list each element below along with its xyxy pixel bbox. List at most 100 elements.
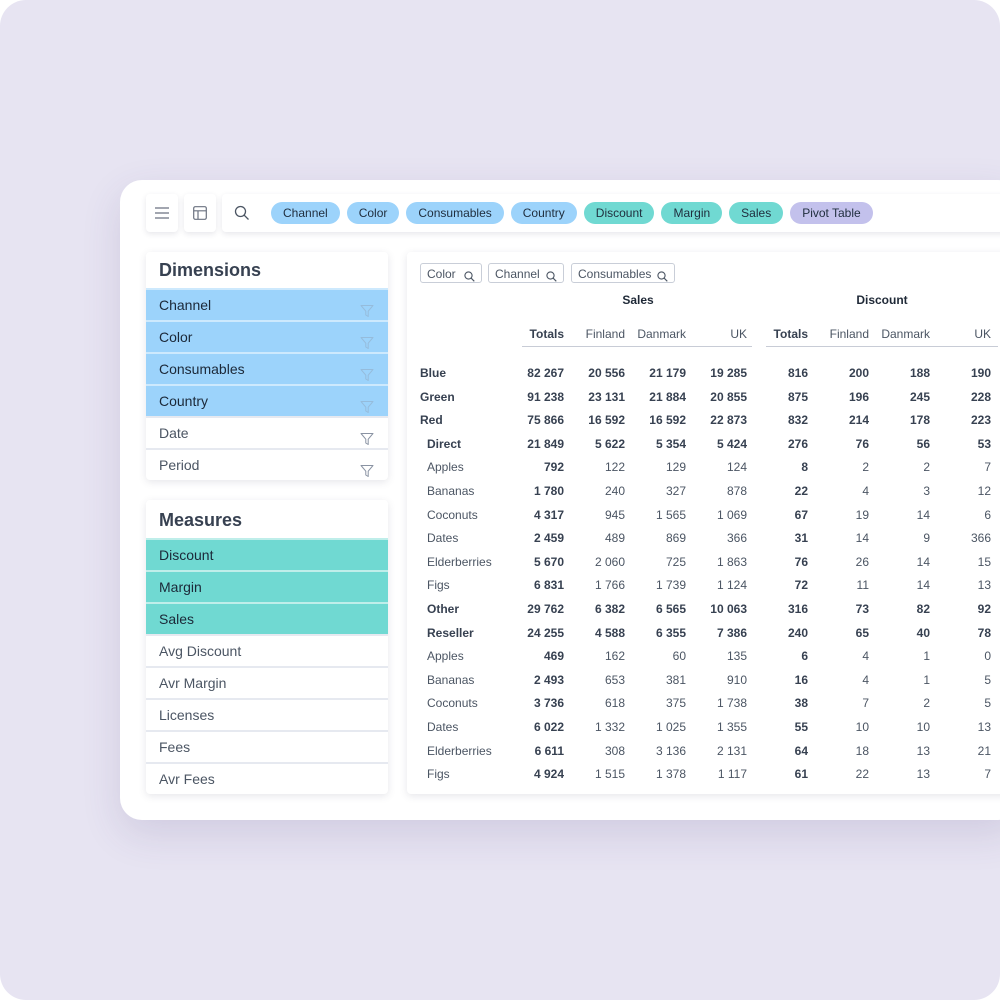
column-header-finland[interactable]: Finland xyxy=(585,327,625,341)
dimension-item-country[interactable]: Country xyxy=(146,384,388,416)
search-icon[interactable] xyxy=(464,268,475,288)
measure-item-sales[interactable]: Sales xyxy=(146,602,388,634)
measure-item-avr-margin[interactable]: Avr Margin xyxy=(146,666,388,698)
column-group-discount: Discount xyxy=(856,293,908,307)
row-field-consumables[interactable]: Consumables xyxy=(571,263,675,283)
row-header-direct[interactable]: Direct xyxy=(427,437,462,451)
search-icon[interactable] xyxy=(234,205,250,221)
measure-item-label: Discount xyxy=(159,547,214,563)
row-header-other[interactable]: Other xyxy=(427,602,460,616)
table-cell: 4 xyxy=(862,649,869,663)
search-icon[interactable] xyxy=(546,268,557,288)
dimension-item-channel[interactable]: Channel xyxy=(146,288,388,320)
dimension-item-period[interactable]: Period xyxy=(146,448,388,480)
table-cell: 816 xyxy=(787,366,808,380)
row-header-dates[interactable]: Dates xyxy=(427,531,459,545)
row-header-apples[interactable]: Apples xyxy=(427,460,464,474)
table-cell: 76 xyxy=(855,437,869,451)
table-cell: 2 459 xyxy=(533,531,564,545)
selected-fields-chips: Channel Color Consumables Country Discount Ma… xyxy=(271,202,873,224)
table-cell: 14 xyxy=(855,531,869,545)
table-cell: 135 xyxy=(726,649,747,663)
dimension-item-label: Country xyxy=(159,393,209,409)
table-cell: 1 515 xyxy=(594,767,625,781)
table-cell: 14 xyxy=(916,508,930,522)
row-header-green[interactable]: Green xyxy=(420,390,455,404)
row-header-figs[interactable]: Figs xyxy=(427,578,450,592)
row-header-bananas[interactable]: Bananas xyxy=(427,484,475,498)
measure-item-label: Avr Margin xyxy=(159,675,227,691)
filter-icon[interactable] xyxy=(360,330,374,360)
measure-item-fees[interactable]: Fees xyxy=(146,730,388,762)
filter-icon[interactable] xyxy=(360,458,374,480)
table-cell: 19 xyxy=(855,508,869,522)
dimension-item-consumables[interactable]: Consumables xyxy=(146,352,388,384)
filter-icon[interactable] xyxy=(360,362,374,392)
row-header-blue[interactable]: Blue xyxy=(420,366,447,380)
measure-item-licenses[interactable]: Licenses xyxy=(146,698,388,730)
row-header-elderberries[interactable]: Elderberries xyxy=(427,555,492,569)
table-cell: 1 738 xyxy=(716,696,747,710)
column-header-danmark[interactable]: Danmark xyxy=(881,327,930,341)
measure-item-discount[interactable]: Discount xyxy=(146,538,388,570)
row-header-apples[interactable]: Apples xyxy=(427,649,464,663)
table-cell: 832 xyxy=(787,413,808,427)
column-header-uk[interactable]: UK xyxy=(974,327,991,341)
table-cell: 19 285 xyxy=(710,366,747,380)
table-cell: 2 060 xyxy=(594,555,625,569)
column-header-totals[interactable]: Totals xyxy=(773,327,808,341)
row-header-elderberries[interactable]: Elderberries xyxy=(427,744,492,758)
table-cell: 65 xyxy=(855,626,869,640)
column-header-finland[interactable]: Finland xyxy=(829,327,869,341)
row-header-coconuts[interactable]: Coconuts xyxy=(427,508,478,522)
row-header-dates[interactable]: Dates xyxy=(427,720,459,734)
table-cell: 6 831 xyxy=(533,578,564,592)
measure-item-label: Licenses xyxy=(159,707,215,723)
table-cell: 1 780 xyxy=(533,484,564,498)
column-header-totals[interactable]: Totals xyxy=(529,327,564,341)
table-cell: 869 xyxy=(665,531,686,545)
dimension-item-date[interactable]: Date xyxy=(146,416,388,448)
chip-sales[interactable]: Sales xyxy=(729,202,784,224)
chip-margin[interactable]: Margin xyxy=(661,202,723,224)
table-cell: 10 xyxy=(916,720,930,734)
column-header-danmark[interactable]: Danmark xyxy=(637,327,686,341)
measure-item-margin[interactable]: Margin xyxy=(146,570,388,602)
measure-item-avg-discount[interactable]: Avg Discount xyxy=(146,634,388,666)
table-cell: 366 xyxy=(970,531,991,545)
row-field-color[interactable]: Color xyxy=(420,263,482,283)
chip-pivot-table[interactable]: Pivot Table xyxy=(790,202,873,224)
search-icon[interactable] xyxy=(657,268,668,288)
table-cell: 64 xyxy=(794,744,808,758)
row-header-bananas[interactable]: Bananas xyxy=(427,673,475,687)
hamburger-menu-icon xyxy=(155,207,169,219)
chip-consumables[interactable]: Consumables xyxy=(406,202,504,224)
measure-item-avr-fees[interactable]: Avr Fees xyxy=(146,762,388,794)
table-cell: 6 611 xyxy=(534,744,564,758)
dimension-item-color[interactable]: Color xyxy=(146,320,388,352)
table-cell: 7 xyxy=(862,696,869,710)
table-cell: 21 884 xyxy=(649,390,686,404)
filter-icon[interactable] xyxy=(360,394,374,424)
row-header-figs[interactable]: Figs xyxy=(427,767,450,781)
table-cell: 55 xyxy=(794,720,808,734)
row-field-channel[interactable]: Channel xyxy=(488,263,564,283)
chip-channel[interactable]: Channel xyxy=(271,202,340,224)
chip-discount[interactable]: Discount xyxy=(583,202,655,224)
filter-icon[interactable] xyxy=(360,298,374,328)
row-header-coconuts[interactable]: Coconuts xyxy=(427,696,478,710)
chip-color[interactable]: Color xyxy=(346,202,400,224)
table-cell: 4 xyxy=(862,673,869,687)
table-view-button[interactable] xyxy=(184,194,216,232)
measures-title: Measures xyxy=(159,510,243,530)
menu-button[interactable] xyxy=(146,194,178,232)
filter-icon[interactable] xyxy=(360,426,374,456)
table-cell: 73 xyxy=(855,602,869,616)
table-cell: 214 xyxy=(848,413,869,427)
table-cell: 4 317 xyxy=(533,508,564,522)
column-header-uk[interactable]: UK xyxy=(730,327,747,341)
chip-country[interactable]: Country xyxy=(510,202,577,224)
table-cell: 7 386 xyxy=(716,626,747,640)
row-header-red[interactable]: Red xyxy=(420,413,443,427)
row-header-reseller[interactable]: Reseller xyxy=(427,626,474,640)
